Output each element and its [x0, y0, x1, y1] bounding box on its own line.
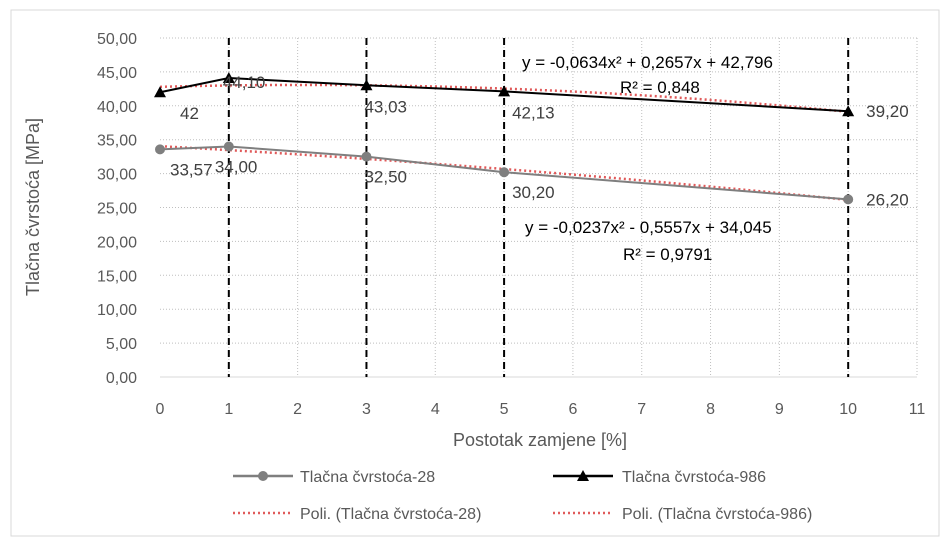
- data-point: [498, 85, 511, 97]
- data-label: 42: [180, 104, 199, 123]
- y-tick-label: 10,00: [97, 302, 137, 319]
- legend-label-poly-28: Poli. (Tlačna čvrstoća-28): [300, 506, 481, 523]
- legend-item-28[interactable]: Tlačna čvrstoća-28: [233, 469, 435, 486]
- legend-item-986[interactable]: Tlačna čvrstoća-986: [553, 469, 766, 486]
- data-label: 44,10: [223, 73, 266, 92]
- y-tick-label: 30,00: [97, 167, 137, 184]
- legend-item-poly-28[interactable]: Poli. (Tlačna čvrstoća-28): [233, 506, 481, 523]
- trendline-0: [159, 144, 849, 202]
- data-series: [154, 72, 855, 205]
- r2-986: R² = 0,848: [620, 78, 700, 97]
- trendlines: [159, 83, 849, 202]
- data-label: 43,03: [364, 97, 407, 116]
- axis-ticks: 0,005,0010,0015,0020,0025,0030,0035,0040…: [97, 31, 925, 418]
- equation-28: y = -0,0237x² - 0,5557x + 34,045: [525, 218, 772, 237]
- x-tick-label: 8: [706, 401, 715, 418]
- data-label: 34,00: [215, 157, 258, 176]
- x-tick-label: 2: [293, 401, 302, 418]
- vertical-markers: [227, 38, 850, 377]
- y-tick-label: 20,00: [97, 234, 137, 251]
- legend-marker-986: [577, 470, 589, 481]
- x-tick-label: 3: [362, 401, 371, 418]
- y-axis-title: Tlačna čvrstoća [MPa]: [23, 118, 43, 296]
- y-tick-label: 0,00: [106, 370, 137, 387]
- data-labels: 33,57 34,00 32,50 30,20 26,20 42 44,10 43,03 42,…: [170, 73, 909, 209]
- data-label: 33,57: [170, 160, 213, 179]
- data-label: 42,13: [512, 103, 555, 122]
- legend-item-poly-986[interactable]: Poli. (Tlačna čvrstoća-986): [553, 506, 812, 523]
- legend: Tlačna čvrstoća-28 Tlačna čvrstoća-986 P…: [233, 469, 812, 523]
- data-point: [360, 79, 373, 91]
- data-label: 32,50: [364, 168, 407, 187]
- data-label: 39,20: [866, 102, 909, 121]
- data-point: [361, 151, 372, 162]
- legend-label-poly-986: Poli. (Tlačna čvrstoća-986): [622, 506, 812, 523]
- data-point: [843, 194, 854, 205]
- x-tick-label: 10: [839, 401, 857, 418]
- y-tick-label: 15,00: [97, 268, 137, 285]
- x-tick-label: 11: [909, 401, 926, 418]
- data-label: 26,20: [866, 190, 909, 209]
- x-tick-label: 6: [568, 401, 577, 418]
- data-point: [223, 141, 234, 152]
- x-axis-title: Postotak zamjene [%]: [453, 430, 627, 450]
- data-label: 30,20: [512, 183, 555, 202]
- y-tick-label: 35,00: [97, 133, 137, 150]
- x-tick-label: 4: [431, 401, 440, 418]
- legend-marker-28: [258, 471, 268, 481]
- legend-label-986: Tlačna čvrstoća-986: [622, 469, 766, 486]
- data-point: [155, 144, 165, 155]
- data-point: [222, 72, 235, 84]
- y-tick-label: 5,00: [106, 336, 137, 353]
- data-point: [842, 105, 855, 117]
- x-tick-label: 5: [500, 401, 509, 418]
- x-tick-label: 7: [637, 401, 646, 418]
- data-point: [499, 167, 510, 178]
- y-tick-label: 25,00: [97, 201, 137, 218]
- legend-label-28: Tlačna čvrstoća-28: [300, 469, 435, 486]
- y-tick-label: 40,00: [97, 99, 137, 116]
- data-point: [154, 86, 166, 98]
- r2-28: R² = 0,9791: [623, 245, 712, 264]
- x-tick-label: 0: [156, 401, 165, 418]
- x-tick-label: 9: [775, 401, 784, 418]
- equation-986: y = -0,0634x² + 0,2657x + 42,796: [522, 53, 773, 72]
- y-tick-label: 45,00: [97, 65, 137, 82]
- y-tick-label: 50,00: [97, 31, 137, 48]
- chart-border: [10, 9, 940, 537]
- x-tick-label: 1: [224, 401, 233, 418]
